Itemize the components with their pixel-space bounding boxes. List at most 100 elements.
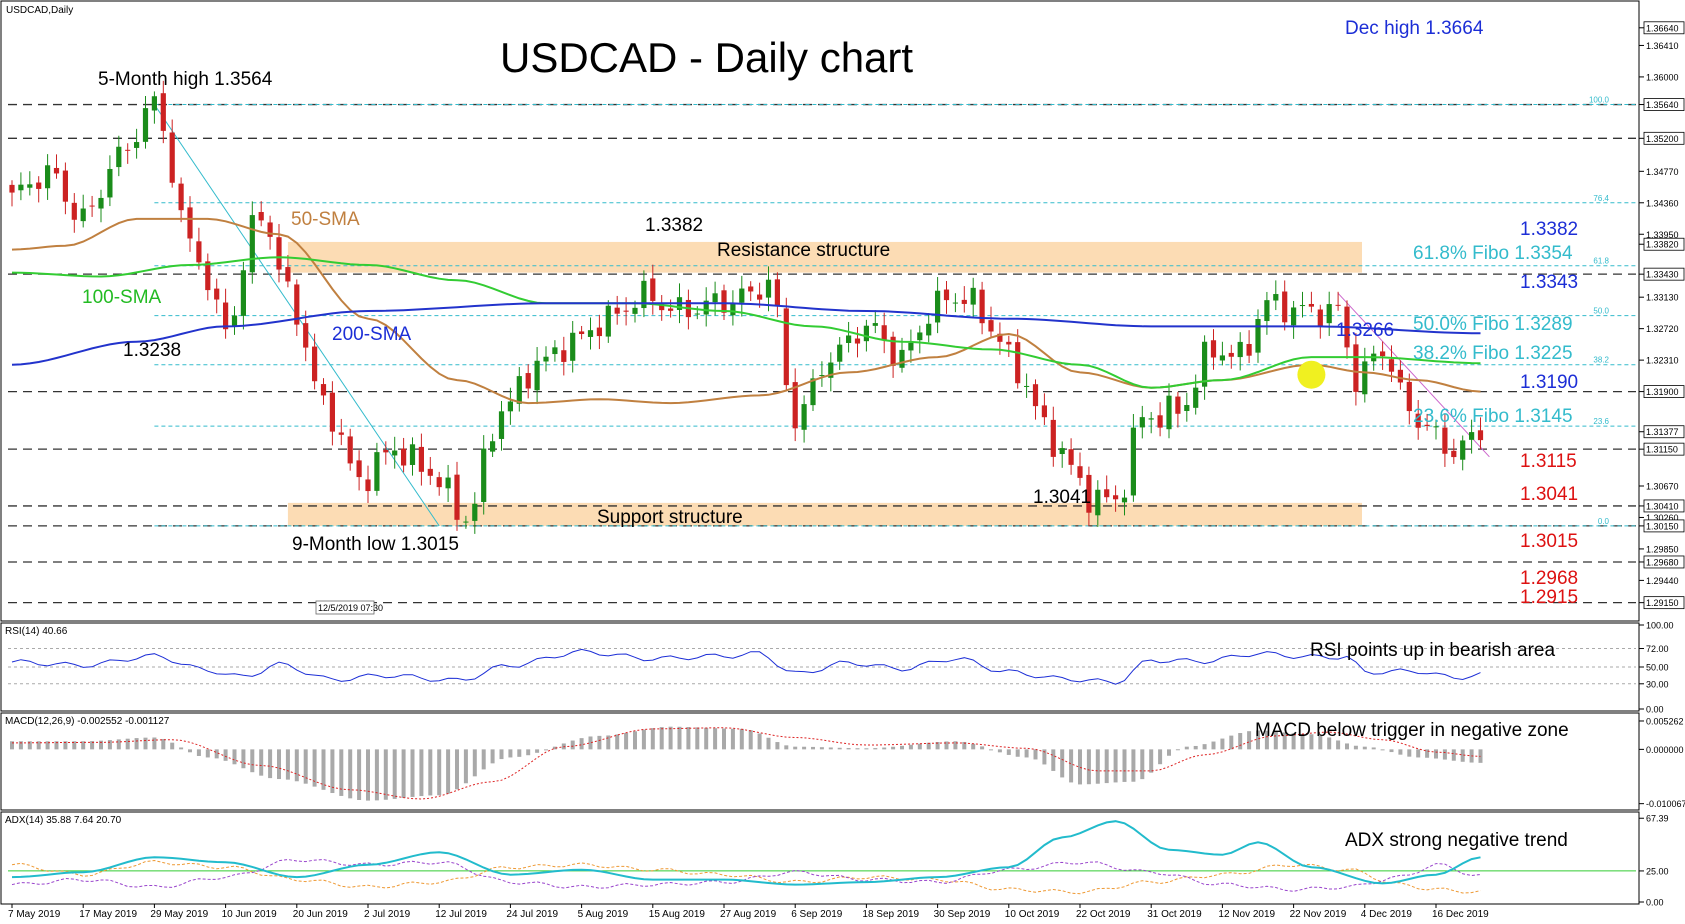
x-tick-label-5: 2 Jul 2019 (364, 909, 411, 919)
price-tick-label-4: 1.35200 (1646, 134, 1679, 144)
macd-tick-label-0: 0.005262 (1646, 716, 1684, 726)
adx-tick-label-1: 25.00 (1646, 866, 1669, 876)
symbol-label: USDCAD,Daily (6, 5, 73, 16)
x-tick-label-3: 10 Jun 2019 (222, 909, 277, 919)
candle-body-17 (160, 93, 166, 131)
candle-body-69 (623, 310, 629, 312)
macd-bar-23 (214, 749, 219, 759)
macd-bar-145 (1300, 733, 1305, 750)
candle-body-83 (748, 286, 754, 292)
x-tick-label-10: 27 Aug 2019 (720, 909, 777, 919)
candle-body-105 (943, 289, 950, 301)
timestamp-box (315, 600, 375, 615)
macd-bar-45 (410, 749, 415, 797)
macd-bar-121 (1086, 749, 1091, 785)
macd-bar-130 (1167, 749, 1171, 756)
macd-bar-154 (1380, 749, 1385, 751)
macd-bar-76 (686, 727, 691, 750)
macd-bar-150 (1345, 743, 1349, 750)
candle-body-119 (1068, 449, 1074, 465)
macd-bar-141 (1264, 730, 1269, 750)
rsi-tick-label-3: 30.00 (1646, 679, 1669, 689)
x-tick-label-0: 7 May 2019 (8, 909, 61, 919)
price-tick-label-19: 1.30150 (1646, 521, 1679, 531)
price-tick-label-20: 1.29850 (1646, 544, 1679, 554)
x-axis: 7 May 2019 17 May 2019 29 May 2019 10 Jun 2… (8, 904, 1489, 920)
support-label: Support structure (597, 507, 743, 528)
candle-body-148 (1326, 304, 1332, 324)
price-tick-box-23 (1643, 596, 1685, 610)
candle-body-43 (392, 450, 398, 456)
candle-body-13 (125, 149, 131, 151)
macd-bar-48 (437, 749, 442, 796)
candle-body-88 (792, 382, 798, 429)
macd-bar-1 (18, 741, 23, 750)
fibo-ratio-76.4: 76.4 (1593, 194, 1609, 203)
macd-bar-103 (926, 742, 931, 750)
candle-body-162 (1451, 450, 1457, 458)
macd-bar-105 (944, 741, 949, 750)
candle-body-32 (294, 284, 300, 325)
macd-layer: 0.005262 0.000000 -0.010067 (10, 716, 1685, 809)
rsi-tick-label-0: 100.00 (1646, 621, 1674, 631)
rsi-tick-label-2: 50.00 (1646, 663, 1669, 673)
candle-body-118 (1059, 448, 1065, 455)
macd-bar-58 (526, 749, 531, 756)
candle-body-35 (320, 384, 327, 396)
candle-body-8 (80, 208, 86, 222)
x-tick-label-4: 20 Jun 2019 (293, 909, 348, 919)
macd-bar-92 (828, 747, 833, 750)
price-tick-label-2: 1.36000 (1646, 72, 1679, 82)
macd-bar-160 (1434, 749, 1438, 759)
candle-body-84 (757, 294, 763, 300)
macd-bar-86 (775, 742, 780, 750)
candle-body-91 (819, 375, 825, 377)
resistance-label: Resistance structure (717, 240, 890, 261)
macd-bar-47 (428, 749, 433, 796)
candle-body-52 (472, 503, 478, 521)
candle-body-57 (516, 376, 522, 404)
candle-body-27 (249, 215, 255, 273)
fibo-ratio-38.2: 38.2 (1593, 356, 1609, 365)
x-tick-label-9: 15 Aug 2019 (649, 909, 706, 919)
level-1-3382-label: 1.3382 (1520, 219, 1578, 240)
candle-body-165 (1477, 430, 1484, 441)
level-1-3266-label: 1.3266 (1336, 320, 1394, 341)
candle-body-109 (979, 289, 985, 324)
candle-body-31 (285, 267, 291, 282)
candle-body-6 (62, 170, 68, 202)
macd-bar-142 (1273, 731, 1278, 750)
candle-body-114 (1024, 385, 1030, 387)
candle-body-107 (961, 299, 967, 304)
candle-body-82 (739, 288, 745, 303)
macd-bar-134 (1202, 744, 1207, 750)
macd-bar-151 (1353, 745, 1358, 750)
candle-body-127 (1139, 417, 1145, 428)
candle-body-34 (312, 346, 318, 382)
macd-bar-40 (366, 749, 370, 801)
level-1-3041-label: 1.3041 (1520, 484, 1578, 505)
macd-bar-140 (1256, 730, 1260, 750)
macd-bar-117 (1051, 749, 1056, 771)
macd-bar-20 (188, 749, 192, 753)
macd-bar-115 (1033, 749, 1038, 760)
macd-bar-84 (757, 733, 762, 750)
macd-bar-113 (1015, 749, 1020, 757)
x-tick-label-19: 4 Dec 2019 (1361, 909, 1413, 919)
price-tick-label-0: 1.36640 (1646, 23, 1679, 33)
macd-bar-51 (463, 749, 468, 784)
candle-body-156 (1397, 369, 1403, 383)
macd-bar-2 (27, 741, 32, 750)
candle-body-94 (846, 335, 852, 343)
price-tick-label-12: 1.32310 (1646, 356, 1679, 366)
macd-bar-158 (1416, 749, 1421, 758)
macd-bar-93 (837, 747, 842, 750)
macd-bar-73 (659, 727, 664, 750)
macd-bar-139 (1247, 731, 1252, 750)
chart-title: USDCAD - Daily chart (500, 34, 913, 81)
macd-bar-118 (1060, 749, 1065, 778)
candle-body-23 (214, 288, 220, 300)
candle-body-126 (1130, 427, 1136, 496)
macd-bar-108 (971, 743, 976, 750)
macd-bar-91 (819, 747, 824, 750)
